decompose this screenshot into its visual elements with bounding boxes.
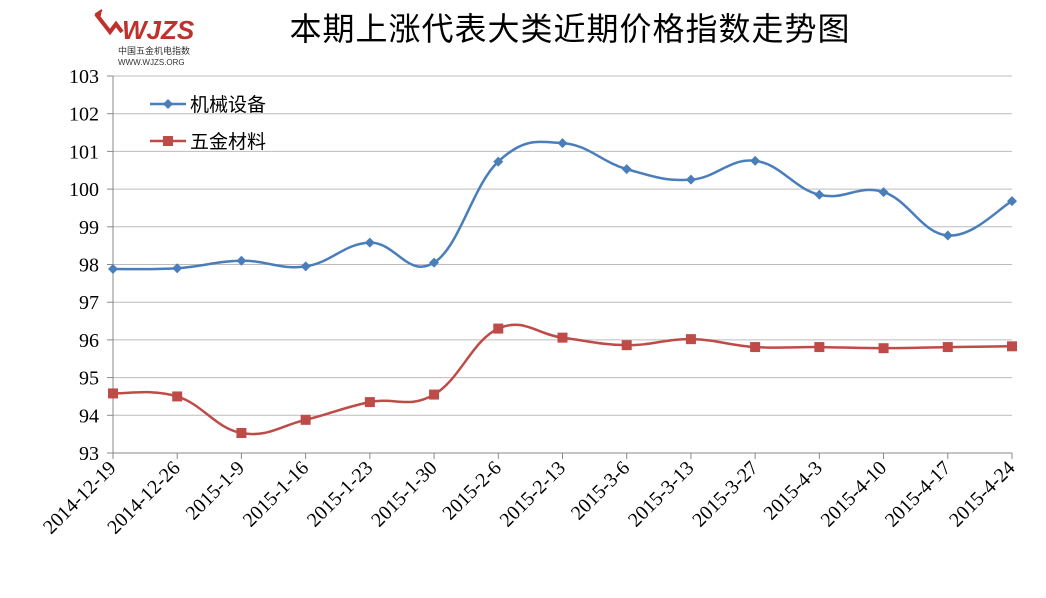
square-marker (942, 342, 953, 353)
x-tick-label: 2015-3-13 (624, 457, 698, 531)
diamond-marker (236, 255, 247, 266)
x-tick-label: 2015-2-13 (496, 457, 570, 531)
diamond-marker (621, 164, 632, 175)
diamond-marker (108, 264, 118, 275)
x-tick-label: 2015-1-23 (303, 457, 377, 531)
square-marker (1007, 341, 1017, 352)
diamond-marker (878, 187, 889, 198)
y-tick-label: 103 (69, 66, 99, 88)
x-tick-label: 2015-4-24 (945, 457, 1019, 531)
x-tick-label: 2015-3-27 (688, 457, 762, 531)
y-tick-label: 97 (79, 292, 99, 314)
x-tick-label: 2015-2-6 (438, 457, 505, 524)
diamond-marker (300, 261, 311, 272)
diamond-marker (942, 230, 953, 241)
y-tick-label: 99 (79, 217, 99, 239)
y-tick-label: 102 (69, 104, 99, 126)
series-lines (108, 138, 1017, 439)
diamond-marker (557, 138, 568, 149)
diamond-marker (364, 237, 375, 248)
chart-title: 本期上涨代表大类近期价格指数走势图 (289, 10, 851, 48)
square-marker (236, 428, 247, 439)
legend-label: 机械设备 (190, 94, 266, 116)
square-marker (878, 343, 889, 354)
x-tick-labels: 2014-12-192014-12-262015-1-92015-1-16201… (39, 457, 1020, 539)
y-tick-label: 96 (79, 330, 99, 352)
x-tick-label: 2015-3-6 (567, 457, 634, 524)
square-marker (108, 388, 118, 399)
y-tick-label: 95 (79, 368, 99, 390)
diamond-marker (685, 174, 696, 185)
diamond-marker (429, 257, 440, 268)
square-marker (493, 323, 504, 334)
y-tick-label: 98 (79, 255, 99, 277)
legend-square-icon (163, 136, 173, 146)
square-marker (685, 334, 696, 345)
x-tick-label: 2015-4-3 (759, 457, 826, 524)
wjzs-logo: WJZS 中国五金机电指数 WWW.WJZS.ORG (88, 6, 208, 68)
y-tick-label: 101 (69, 141, 99, 163)
diamond-marker (750, 155, 761, 166)
x-tick-label: 2015-1-16 (239, 457, 313, 531)
x-tick-label: 2015-4-10 (817, 457, 891, 531)
square-marker (750, 342, 761, 353)
series-line-1 (112, 140, 1013, 271)
square-marker (557, 332, 568, 343)
logo-text: WJZS (122, 15, 195, 45)
logo-arrow-icon (94, 12, 124, 36)
diamond-marker (172, 263, 183, 274)
y-tick-label: 100 (69, 179, 99, 201)
y-tick-label: 94 (79, 405, 99, 427)
x-tick-label: 2015-4-17 (881, 457, 955, 531)
logo-url: WWW.WJZS.ORG (118, 58, 185, 67)
legend-label: 五金材料 (190, 131, 266, 153)
x-tick-label: 2015-1-30 (367, 457, 441, 531)
square-marker (429, 389, 440, 400)
y-tick-labels: 93 94 95 96 97 98 99 100 101 102 103 (69, 66, 99, 465)
x-tick-label: 2015-1-9 (182, 457, 249, 524)
logo-graphic: WJZS 中国五金机电指数 WWW.WJZS.ORG (94, 9, 195, 67)
square-marker (300, 414, 311, 425)
diamond-marker (1007, 196, 1017, 207)
diamond-marker (814, 189, 825, 200)
logo-arrowhead-icon (94, 9, 103, 20)
logo-subtitle: 中国五金机电指数 (118, 45, 190, 57)
square-marker (814, 342, 825, 353)
square-marker (621, 340, 632, 351)
diamond-marker (493, 156, 504, 167)
square-marker (364, 397, 375, 408)
square-marker (172, 391, 183, 402)
legend-diamond-icon (163, 99, 173, 109)
y-tick-label: 93 (79, 443, 99, 465)
